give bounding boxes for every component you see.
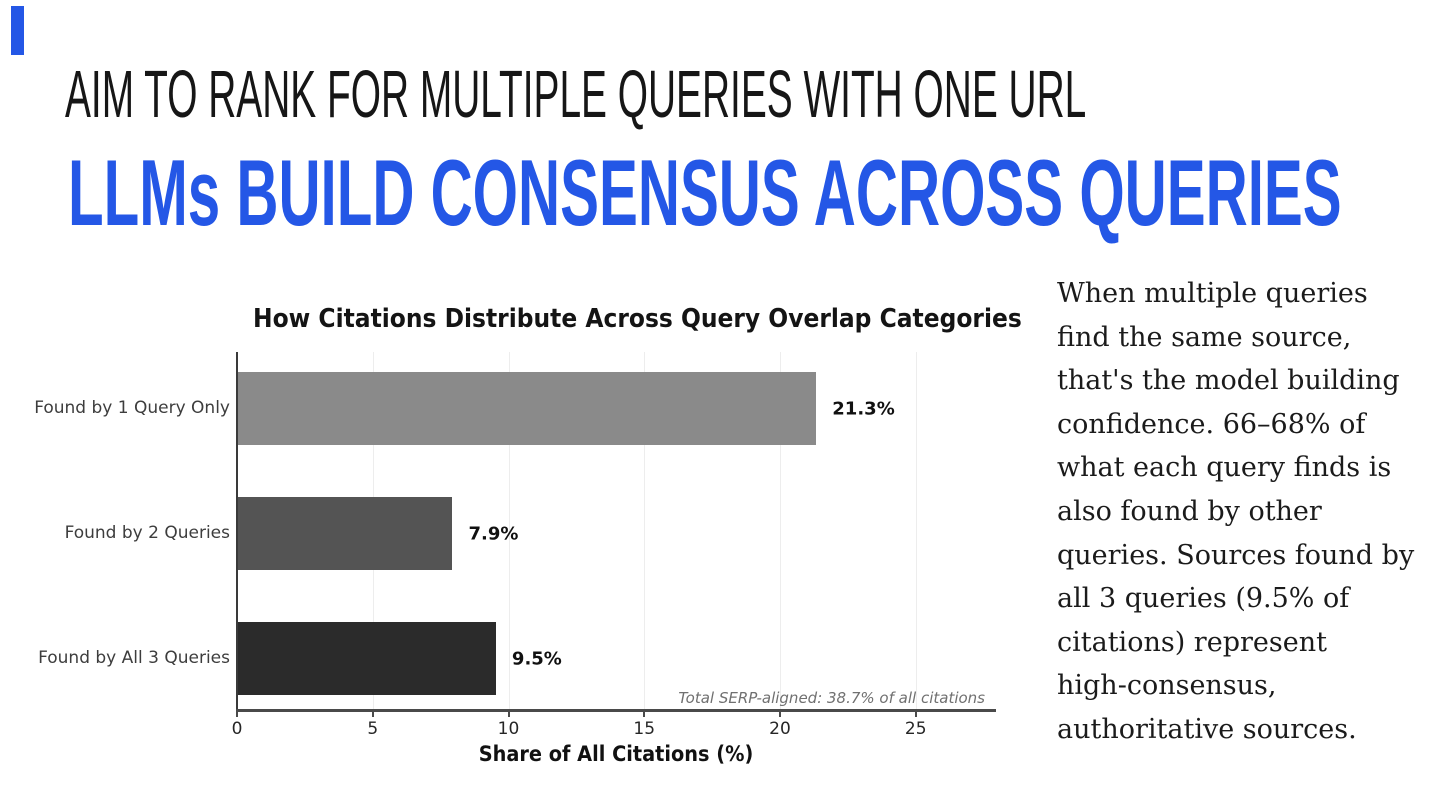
gridline [915,352,917,709]
x-tick-label: 0 [231,719,243,739]
x-tick-label: 15 [633,719,656,739]
x-axis-label: Share of All Citations (%) [478,742,754,766]
citations-bar-chart: How Citations Distribute Across Query Ov… [0,304,1040,766]
chart-title: How Citations Distribute Across Query Ov… [253,304,1022,334]
category-label: Found by All 3 Queries [38,647,230,668]
x-tick-mark [507,711,510,717]
x-tick-mark [914,711,917,717]
slide-headline: LLMs BUILD CONSENSUS ACROSS QUERIES [68,140,1342,245]
slide-kicker: AIM TO RANK FOR MULTIPLE QUERIES WITH ON… [65,57,1087,132]
value-label: 9.5% [511,648,562,669]
gridline [644,352,646,709]
x-tick-label: 20 [769,719,791,739]
value-label: 21.3% [832,398,895,419]
bar [238,372,817,445]
bar-row-found-by-2-queries: Found by 2 Queries 7.9% [0,497,1040,570]
y-axis-spine [236,352,238,711]
x-tick-mark [779,711,781,717]
accent-bar [11,6,24,55]
x-axis-spine [236,709,996,712]
bar [238,622,496,695]
x-tick-mark [371,711,374,717]
gridline [508,352,510,709]
x-tick-label: 5 [367,719,379,739]
category-label: Found by 1 Query Only [34,397,230,418]
bar-row-found-by-1-query: Found by 1 Query Only 21.3% [0,372,1040,445]
chart-annotation: Total SERP-aligned: 38.7% of all citatio… [678,689,985,707]
x-tick-label: 10 [497,719,520,739]
bar [238,497,453,570]
commentary-paragraph: When multiple queries find the same sour… [1057,278,1415,745]
value-label: 7.9% [468,523,519,544]
category-label: Found by 2 Queries [64,522,230,543]
x-tick-mark [643,711,646,717]
x-tick-mark [236,711,238,717]
x-tick-label: 25 [904,719,927,739]
bar-row-found-by-all-3-queries: Found by All 3 Queries 9.5% [0,622,1040,695]
gridline [780,352,781,709]
